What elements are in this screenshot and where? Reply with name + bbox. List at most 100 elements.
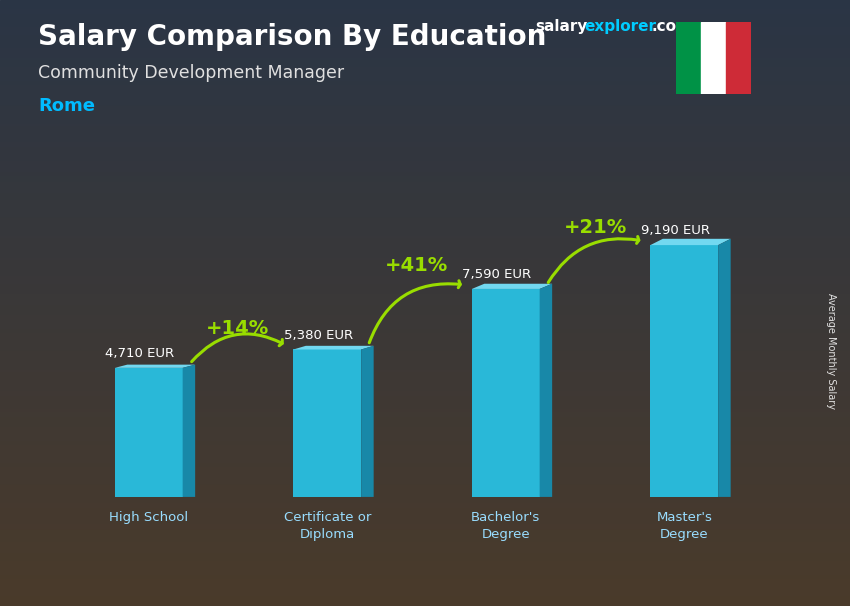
Bar [0,591,850,594]
Bar [0,224,850,227]
Bar [0,179,850,182]
Bar [0,385,850,388]
Bar [0,500,850,503]
Bar [0,115,850,118]
Bar [0,603,850,606]
Bar [0,527,850,530]
Bar [0,148,850,152]
Bar [0,255,850,258]
Bar [0,294,850,297]
Bar [0,251,850,255]
Bar [0,70,850,73]
Bar [0,164,850,167]
Bar [0,342,850,345]
Bar [0,345,850,348]
Bar [0,442,850,445]
Bar [0,533,850,536]
Bar [0,200,850,203]
Text: 5,380 EUR: 5,380 EUR [284,329,353,342]
Bar [0,3,850,6]
Bar [0,6,850,9]
Polygon shape [293,346,374,350]
Polygon shape [361,346,374,497]
Bar [0,206,850,209]
Bar [0,118,850,121]
Bar [676,22,700,94]
Bar [0,600,850,603]
Bar [0,418,850,421]
Bar [0,512,850,515]
Bar [0,288,850,291]
Bar [0,355,850,358]
Bar [0,451,850,454]
Bar [0,448,850,451]
Bar [0,330,850,333]
Bar [0,133,850,136]
Bar [0,561,850,564]
Bar [0,367,850,370]
Bar [0,212,850,215]
Bar [0,176,850,179]
Bar [0,197,850,200]
Bar [0,482,850,485]
Text: Community Development Manager: Community Development Manager [38,64,344,82]
Bar [0,397,850,400]
Bar [0,554,850,558]
Bar [0,236,850,239]
Text: Rome: Rome [38,97,95,115]
Bar [0,361,850,364]
Bar [0,333,850,336]
Bar [0,218,850,221]
Bar [0,67,850,70]
Bar [0,564,850,567]
Bar [0,48,850,52]
Bar [0,79,850,82]
Bar [0,64,850,67]
Bar [0,282,850,285]
Bar [0,488,850,491]
Bar [0,445,850,448]
Bar [0,94,850,97]
Bar [0,203,850,206]
Bar [0,548,850,551]
Bar [0,245,850,248]
Bar [0,373,850,376]
Text: Average Monthly Salary: Average Monthly Salary [826,293,836,410]
Bar [0,421,850,424]
Bar [0,127,850,130]
Bar [0,273,850,276]
Bar [0,545,850,548]
Bar [0,52,850,55]
Bar [0,321,850,324]
Bar [0,55,850,58]
Bar [0,139,850,142]
Bar [726,22,751,94]
Bar [0,73,850,76]
Bar [0,364,850,367]
Bar [0,485,850,488]
Bar [0,158,850,161]
Bar [0,0,850,3]
Bar [0,379,850,382]
Bar [0,188,850,191]
Bar [0,45,850,48]
Polygon shape [293,350,361,497]
Bar [0,324,850,327]
Bar [0,588,850,591]
Bar [0,458,850,461]
Bar [0,58,850,61]
Bar [0,106,850,109]
Bar [0,88,850,91]
Bar [0,76,850,79]
Bar [0,415,850,418]
Polygon shape [650,245,718,497]
Bar [0,185,850,188]
Bar [0,585,850,588]
Bar [0,318,850,321]
Bar [0,467,850,470]
Bar [0,297,850,300]
Polygon shape [472,284,552,289]
Text: 7,590 EUR: 7,590 EUR [462,268,531,281]
Bar [0,82,850,85]
Bar [0,233,850,236]
